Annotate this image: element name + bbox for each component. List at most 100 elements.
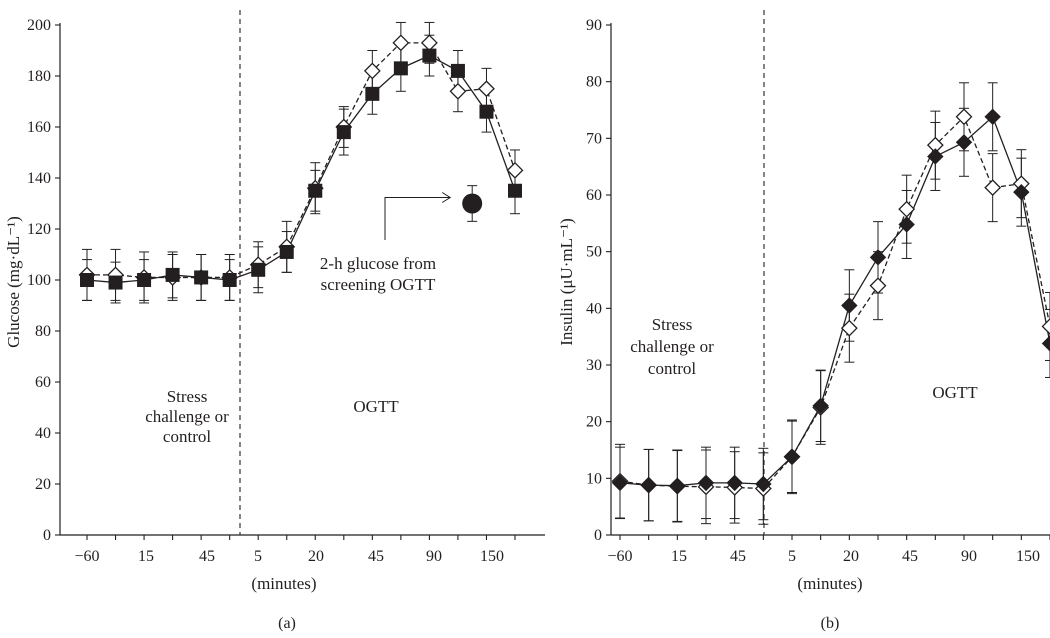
insulin-y-tick-label: 20 xyxy=(586,414,602,431)
glucose-series-1-point xyxy=(478,80,495,98)
glucose-series-2-point xyxy=(479,104,494,119)
insulin-x-tick-label: −60 xyxy=(607,548,632,565)
insulin-x-tick-label: 45 xyxy=(902,548,918,565)
glucose-x-axis-label: (minutes) xyxy=(251,574,316,593)
insulin-x-tick-label: 90 xyxy=(961,548,977,565)
glucose-y-tick-label: 160 xyxy=(27,119,51,136)
glucose-series-2-point xyxy=(508,183,522,198)
glucose-y-tick-label: 20 xyxy=(35,476,51,493)
glucose-series-2-point xyxy=(80,273,94,287)
insulin-series-2-point xyxy=(869,249,887,266)
glucose-stress-label-line2: challenge or xyxy=(145,407,229,426)
insulin-series-2-point xyxy=(898,216,915,233)
insulin-series-2-point xyxy=(812,397,829,415)
insulin-y-tick-label: 0 xyxy=(594,527,602,544)
glucose-x-tick-label: 45 xyxy=(199,548,215,565)
glucose-series-2-point xyxy=(194,270,209,285)
glucose-x-tick-label: −60 xyxy=(74,548,99,565)
glucose-series-2-point xyxy=(393,61,408,76)
insulin-series-2-point xyxy=(1013,183,1030,201)
screening-note-line2: screening OGTT xyxy=(321,275,436,294)
glucose-y-tick-label: 60 xyxy=(35,374,51,391)
glucose-series-1-line xyxy=(87,42,516,279)
insulin-y-tick-label: 70 xyxy=(586,130,602,147)
insulin-chart: Insulin (μU·mL⁻¹) (minutes) (b) Stress c… xyxy=(557,10,1050,632)
glucose-y-tick-label: 100 xyxy=(27,272,51,289)
insulin-series-2-point xyxy=(640,476,657,494)
glucose-x-tick-label: 5 xyxy=(254,548,262,565)
glucose-stress-label-line3: control xyxy=(163,427,211,446)
screening-note-line1: 2-h glucose from xyxy=(320,254,436,273)
insulin-x-tick-label: 45 xyxy=(730,548,746,565)
glucose-x-tick-label: 15 xyxy=(138,548,154,565)
insulin-y-tick-label: 50 xyxy=(586,244,602,261)
insulin-series-1-line xyxy=(619,115,1050,490)
insulin-y-tick-label: 10 xyxy=(586,470,602,487)
insulin-x-tick-label: 15 xyxy=(671,548,687,565)
insulin-series-2-point xyxy=(955,134,973,151)
insulin-series-2-point xyxy=(927,148,944,165)
insulin-x-tick-label: 5 xyxy=(788,548,796,565)
glucose-series-2-point xyxy=(108,275,123,290)
insulin-series-2-point xyxy=(697,474,715,492)
glucose-series-2-point xyxy=(450,63,465,78)
glucose-y-tick-label: 0 xyxy=(43,527,51,544)
glucose-series-1-point xyxy=(506,161,524,179)
insulin-series-2-point xyxy=(783,448,801,466)
glucose-y-tick-label: 80 xyxy=(35,323,51,340)
insulin-series-2-point xyxy=(755,475,772,493)
insulin-y-tick-label: 30 xyxy=(586,357,602,374)
insulin-x-tick-label: 150 xyxy=(1016,548,1040,565)
insulin-y-tick-label: 60 xyxy=(586,187,602,204)
screening-arrow xyxy=(384,197,451,240)
insulin-series-2-point xyxy=(984,108,1001,126)
insulin-ogtt-label: OGTT xyxy=(932,383,978,402)
insulin-series-2-point xyxy=(669,477,686,494)
glucose-x-tick-label: 150 xyxy=(480,548,504,565)
glucose-y-axis-label: Glucose (mg·dL⁻¹) xyxy=(4,216,23,348)
insulin-y-tick-label: 40 xyxy=(586,300,602,317)
insulin-x-tick-label: 20 xyxy=(843,548,859,565)
glucose-stress-label-line1: Stress xyxy=(167,387,208,406)
glucose-chart: Glucose (mg·dL⁻¹) (minutes) (a) Stress c… xyxy=(4,10,545,632)
glucose-series-2-point xyxy=(222,273,237,287)
insulin-series-2-line xyxy=(619,115,1050,487)
glucose-series-2-point xyxy=(137,273,152,287)
insulin-panel-label: (b) xyxy=(821,615,840,632)
screening-arrow-head xyxy=(441,192,452,203)
glucose-series-2-point xyxy=(165,267,180,282)
glucose-y-tick-label: 120 xyxy=(27,221,51,238)
glucose-x-tick-label: 90 xyxy=(426,548,442,565)
insulin-stress-label-line1: Stress xyxy=(652,315,693,334)
glucose-series-1-point xyxy=(449,82,467,100)
glucose-series-2-point xyxy=(336,125,351,140)
insulin-series-1-point xyxy=(898,200,916,218)
insulin-y-tick-label: 80 xyxy=(586,74,602,91)
insulin-y-axis-label: Insulin (μU·mL⁻¹) xyxy=(557,218,576,346)
glucose-series-1-point xyxy=(420,34,438,52)
insulin-stress-label-line3: control xyxy=(648,359,696,378)
insulin-series-2-point xyxy=(726,474,743,492)
insulin-series-2-point xyxy=(611,474,629,492)
insulin-series-1-point xyxy=(1041,318,1050,335)
insulin-series-1-point xyxy=(869,277,887,295)
glucose-panel-label: (a) xyxy=(278,615,296,632)
glucose-x-tick-label: 45 xyxy=(368,548,384,565)
insulin-series-1-point xyxy=(984,179,1002,197)
insulin-series-1-point xyxy=(955,108,973,126)
glucose-series-2-point xyxy=(308,183,323,198)
insulin-series-2-point xyxy=(1041,335,1050,352)
insulin-x-axis-label: (minutes) xyxy=(797,574,862,593)
screening-point xyxy=(462,193,483,214)
glucose-ogtt-label: OGTT xyxy=(353,397,399,416)
glucose-series-2-point xyxy=(279,244,294,259)
insulin-stress-label-line2: challenge or xyxy=(630,337,714,356)
glucose-x-tick-label: 20 xyxy=(308,548,324,565)
insulin-y-tick-label: 90 xyxy=(586,17,602,34)
glucose-y-tick-label: 200 xyxy=(27,17,51,34)
glucose-series-2-point xyxy=(422,48,437,63)
glucose-series-1-point xyxy=(363,62,381,80)
glucose-series-2-point xyxy=(251,262,266,277)
glucose-series-2-point xyxy=(365,86,380,101)
